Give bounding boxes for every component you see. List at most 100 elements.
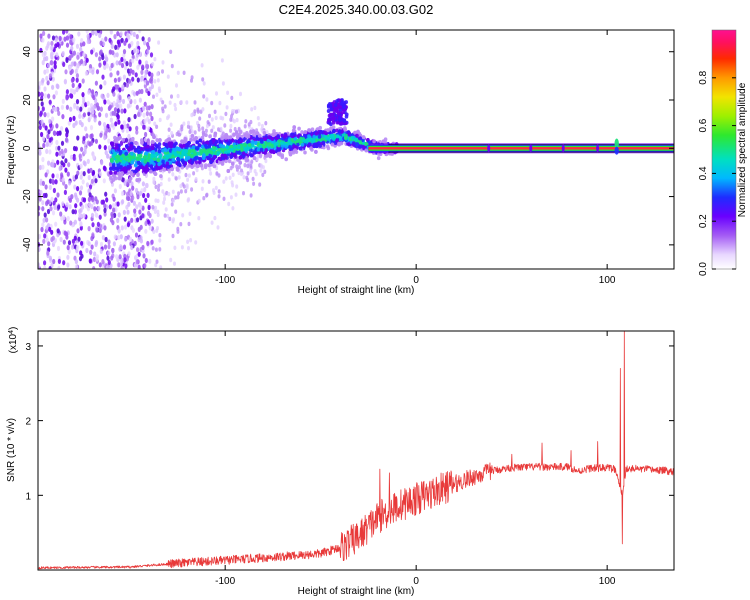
spectrogram-heatmap (38, 30, 674, 269)
spectrogram-cell (132, 200, 136, 206)
spectrogram-cell (46, 199, 50, 205)
spectrogram-cell (331, 120, 336, 125)
spectrogram-cell (102, 41, 106, 47)
spectrogram-cell (137, 145, 141, 150)
spectrogram-cell (85, 57, 89, 63)
spectrogram-cell (239, 130, 243, 134)
colorbar-frame (711, 29, 737, 270)
spectrogram-cell (187, 120, 190, 126)
spectrogram-cell (276, 151, 281, 156)
spectrogram-cell (100, 93, 104, 99)
spectrogram-cell (199, 148, 203, 153)
spectrogram-cell (120, 37, 124, 43)
spectrogram-cell (146, 219, 150, 225)
spectrogram-cell (107, 145, 111, 151)
spectrogram-cell (161, 106, 165, 111)
spectrogram-cell (101, 235, 105, 241)
spectrogram-cell (128, 61, 132, 68)
spectrogram-cell (75, 43, 80, 49)
spectrogram-cell (141, 106, 145, 112)
spectrogram-cell (254, 141, 258, 145)
spectrogram-cell (150, 72, 154, 78)
spectrogram-cell (133, 113, 137, 120)
spectrogram-cell (121, 153, 125, 158)
spectrogram-cell (295, 139, 300, 144)
spectrogram-cell (156, 198, 160, 204)
spectrogram-cell (197, 143, 202, 148)
spectrogram-cell (109, 166, 113, 171)
spectrogram-cell (315, 131, 319, 136)
spectrogram-cell (153, 209, 157, 214)
spectrogram-x-ticks: -100 0 100 (215, 30, 616, 286)
spectrogram-cell (143, 40, 147, 46)
spectrogram-x-tick-label: 100 (599, 275, 616, 286)
spectrogram-cell (130, 151, 134, 156)
spectrogram-cell (59, 236, 63, 243)
spectrogram-cell (197, 127, 201, 132)
spectrogram-cell (145, 111, 149, 117)
spectrogram-cell (91, 171, 95, 177)
spectrogram-cell (224, 111, 228, 117)
spectrogram-cell (70, 244, 74, 250)
spectrogram-cell (261, 172, 265, 178)
spectrogram-cell (106, 255, 110, 261)
spectrogram-cell (219, 115, 223, 121)
spectrogram-cell (235, 109, 238, 114)
spectrogram-cell (356, 129, 360, 134)
spectrogram-cell (76, 54, 80, 60)
spectrogram-cell (614, 138, 619, 149)
spectrogram-cell (212, 188, 215, 193)
spectrogram-cell (121, 98, 126, 105)
spectrogram-cell (228, 140, 232, 145)
spectrogram-cell (221, 81, 225, 86)
spectrogram-cell (242, 154, 246, 159)
spectrogram-cell (67, 162, 71, 168)
spectrogram-cell (257, 122, 261, 127)
spectrogram-cell (79, 225, 83, 231)
spectrogram-cell (134, 72, 138, 78)
spectrogram-cell (167, 177, 171, 182)
spectrogram-cell (107, 138, 111, 144)
spectrogram-cell (149, 169, 153, 174)
spectrogram-cell (151, 246, 155, 251)
spectrogram-cell (216, 151, 220, 156)
spectrogram-cell (122, 49, 127, 55)
spectrogram-cell (167, 127, 171, 132)
spectrogram-cell (126, 191, 130, 197)
spectrogram-cell (72, 145, 77, 152)
spectrogram-cell (158, 247, 162, 252)
spectrogram-cell (52, 187, 57, 194)
spectrogram-cell (103, 145, 107, 151)
spectrogram-cell (172, 198, 175, 203)
spectrogram-cell (89, 249, 93, 255)
spectrogram-cell (169, 144, 173, 149)
spectrogram-cell (343, 127, 347, 132)
spectrogram-cell (122, 244, 127, 250)
spectrogram-cell (82, 136, 86, 142)
spectrogram-cell (123, 40, 127, 46)
spectrogram-cell (113, 77, 117, 83)
spectrogram-cell (235, 117, 239, 123)
spectrogram-cell (45, 148, 49, 154)
spectrogram-cell (95, 212, 99, 218)
spectrogram-cell (104, 236, 108, 243)
snr-y-tick-label: 3 (25, 342, 31, 353)
spectrogram-cell (219, 126, 223, 132)
spectrogram-cell (196, 109, 200, 114)
spectrogram-cell (68, 116, 73, 123)
spectrogram-cell (38, 91, 41, 97)
spectrogram-cell (147, 204, 151, 211)
spectrogram-cell (119, 164, 124, 169)
spectrogram-cell (94, 92, 98, 98)
spectrogram-cell (311, 139, 316, 144)
spectrogram-cell (127, 78, 131, 84)
spectrogram-cell (270, 144, 275, 149)
spectrogram-cell (259, 163, 263, 168)
spectrogram-cell (201, 179, 205, 184)
spectrogram-cell (343, 135, 348, 140)
colorbar-tick-label: 0.8 (698, 70, 709, 84)
spectrogram-cell (166, 74, 170, 79)
spectrogram-cell (252, 181, 256, 186)
spectrogram-cell (103, 80, 107, 86)
spectrogram-cell (150, 83, 154, 90)
